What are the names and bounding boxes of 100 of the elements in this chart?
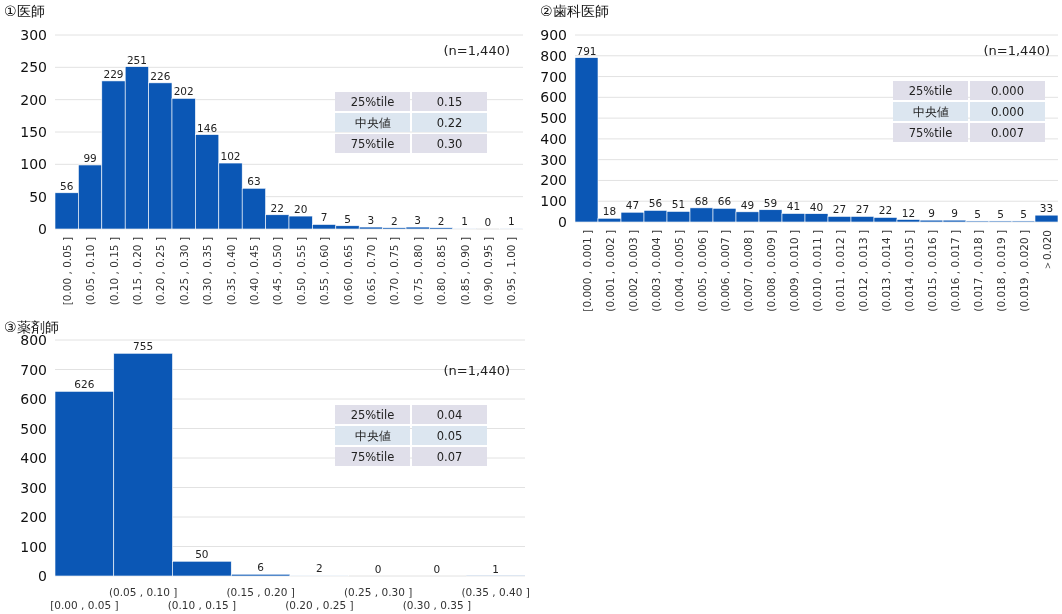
x-tick-label: (0.017 , 0.018 ] — [971, 230, 984, 312]
x-tick-label: (0.30 , 0.35 ] — [201, 237, 214, 306]
x-tick-label: (0.90 , 0.95 ] — [481, 237, 494, 306]
y-tick-label: 150 — [20, 124, 47, 140]
data-label: 3 — [367, 214, 375, 227]
annotation: 0.000 — [991, 84, 1024, 98]
y-tick-label: 0 — [38, 221, 47, 237]
y-tick-label: 200 — [20, 91, 47, 108]
annotation: 0.000 — [991, 105, 1024, 119]
data-label: 7 — [320, 211, 328, 224]
data-label: 102 — [220, 150, 241, 163]
annotation: 0.30 — [436, 137, 463, 151]
data-label: 27 — [855, 203, 870, 216]
x-tick-label: (0.30 , 0.35 ] — [402, 599, 472, 611]
data-label: 56 — [648, 197, 663, 210]
y-tick-label: 800 — [540, 47, 567, 64]
data-label: 68 — [694, 194, 709, 207]
x-tick-label: (0.015 , 0.016 ] — [925, 230, 938, 312]
data-label: 49 — [740, 198, 755, 211]
x-tick-label: (0.55 , 0.60 ] — [318, 237, 331, 306]
annotation: 中央値 — [354, 429, 391, 443]
y-tick-label: 500 — [540, 110, 567, 127]
x-tick-label: [0.00 , 0.05 ] — [50, 599, 119, 611]
x-tick-label: (0.003 , 0.004 ] — [649, 230, 662, 312]
data-label: 5 — [344, 212, 351, 225]
annotation: 75%tile — [908, 126, 953, 140]
data-label: 146 — [197, 121, 218, 134]
data-label: 6 — [257, 561, 265, 574]
y-tick-label: 100 — [540, 193, 567, 210]
data-label: 626 — [74, 378, 95, 391]
data-label: 1 — [507, 215, 515, 228]
data-label: 40 — [809, 200, 824, 213]
y-tick-label: 400 — [20, 450, 47, 466]
x-tick-label: (0.018 , 0.019 ] — [994, 230, 1007, 312]
data-label: 0 — [484, 216, 492, 228]
y-tick-label: 600 — [540, 89, 567, 106]
data-label: 9 — [928, 207, 935, 220]
y-tick-label: 100 — [20, 538, 47, 555]
annotation: 0.22 — [436, 116, 463, 130]
x-tick-label: (0.85 , 0.90 ] — [458, 237, 471, 306]
data-label: 226 — [150, 69, 171, 82]
x-tick-label: (0.35 , 0.40 ] — [224, 237, 237, 306]
y-tick-label: 200 — [20, 509, 47, 525]
y-tick-label: 900 — [540, 27, 567, 43]
x-tick-label: (0.10 , 0.15 ] — [107, 237, 120, 306]
data-label: 22 — [270, 201, 284, 214]
annotation: 0.04 — [436, 408, 463, 422]
data-label: 5 — [1020, 207, 1027, 220]
x-tick-label: (0.15 , 0.20 ] — [226, 586, 295, 598]
y-tick-label: 200 — [540, 172, 567, 189]
x-tick-label: (0.05 , 0.10 ] — [84, 237, 97, 306]
x-tick-label: (0.45 , 0.50 ] — [271, 237, 284, 306]
x-tick-label: (0.011 , 0.012 ] — [833, 230, 846, 312]
y-tick-label: 250 — [20, 59, 47, 76]
data-label: 56 — [60, 179, 74, 192]
y-tick-label: 50 — [29, 188, 47, 205]
x-tick-label: [0.00 , 0.05 ] — [60, 237, 73, 306]
data-label: 2 — [390, 214, 398, 227]
data-label: 59 — [763, 196, 778, 209]
data-label: 0 — [374, 563, 382, 575]
data-label: 1 — [461, 215, 468, 228]
annotation: 25%tile — [350, 95, 395, 109]
annotation: 25%tile — [350, 408, 395, 422]
y-tick-label: 400 — [540, 130, 567, 147]
x-tick-label: (0.95 , 1.00 ] — [505, 237, 518, 306]
data-label: 33 — [1039, 202, 1054, 215]
x-tick-label: (0.80 , 0.85 ] — [435, 237, 448, 306]
y-tick-label: 300 — [540, 151, 567, 168]
x-tick-label: (0.013 , 0.014 ] — [879, 230, 892, 312]
x-tick-label: (0.70 , 0.75 ] — [388, 237, 401, 306]
data-label: 251 — [126, 53, 147, 66]
x-tick-label: (0.25 , 0.30 ] — [177, 237, 190, 306]
y-tick-label: 600 — [20, 391, 47, 407]
data-label: 755 — [133, 340, 154, 353]
x-tick-label: (0.10 , 0.15 ] — [167, 599, 237, 611]
x-tick-label: (0.25 , 0.30 ] — [343, 586, 413, 598]
annotation: 25%tile — [908, 84, 953, 98]
data-label: 27 — [832, 203, 847, 216]
x-tick-label: (0.20 , 0.25 ] — [285, 599, 354, 611]
x-tick-label: ＞0.020 — [1040, 230, 1053, 272]
data-label: 0 — [433, 563, 441, 575]
x-tick-label: (0.006 , 0.007 ] — [718, 230, 731, 312]
annotation: 75%tile — [350, 450, 395, 464]
x-tick-label: (0.50 , 0.55 ] — [294, 237, 307, 306]
data-label: 12 — [901, 206, 916, 219]
annotation: 0.05 — [436, 429, 463, 443]
x-tick-label: (0.75 , 0.80 ] — [411, 237, 424, 306]
data-label: 20 — [294, 203, 308, 216]
x-tick-label: (0.019 , 0.020 ] — [1017, 230, 1030, 312]
data-label: 5 — [974, 207, 981, 220]
x-tick-label: (0.007 , 0.008 ] — [741, 230, 754, 312]
annotation: 0.07 — [436, 450, 463, 464]
x-tick-label: (0.60 , 0.65 ] — [341, 237, 354, 306]
data-label: 51 — [671, 198, 686, 211]
x-tick-label: (0.65 , 0.70 ] — [364, 237, 377, 306]
annotation: (n=1,440) — [443, 363, 510, 378]
x-tick-label: (0.40 , 0.45 ] — [247, 237, 260, 306]
chart-title: ①医師 — [4, 3, 45, 19]
data-label: 22 — [878, 204, 893, 217]
x-tick-label: (0.010 , 0.011 ] — [810, 230, 823, 312]
